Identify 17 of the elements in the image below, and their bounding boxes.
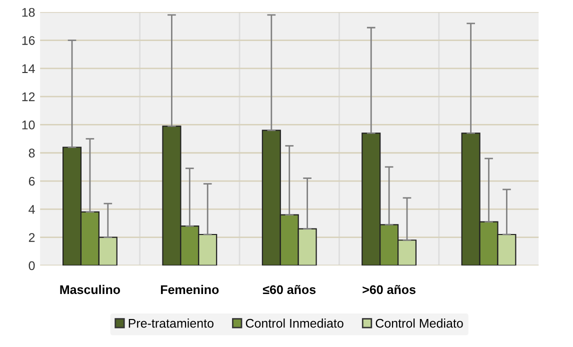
x-tick-label: >60 años <box>362 284 416 294</box>
y-tick-label: 0 <box>28 261 35 270</box>
y-tick-label: 2 <box>28 233 35 242</box>
y-tick-label: 10 <box>22 120 35 130</box>
x-tick-label: Masculino <box>60 284 120 294</box>
y-tick-label: 18 <box>22 8 35 17</box>
legend-label: Control Inmediato <box>246 318 344 328</box>
y-tick-label: 16 <box>22 36 35 45</box>
y-tick-label: 4 <box>28 205 35 214</box>
x-tick-label: ≤60 años <box>262 284 316 294</box>
y-tick-label: 8 <box>28 148 35 158</box>
x-tick-label: Femenino <box>160 284 219 294</box>
legend-label: Control Mediato <box>376 318 463 328</box>
y-tick-label: 6 <box>28 176 35 186</box>
y-tick-label: 14 <box>22 64 35 73</box>
legend-label: Pre-tratamiento <box>128 318 214 328</box>
y-tick-label: 12 <box>22 92 35 102</box>
